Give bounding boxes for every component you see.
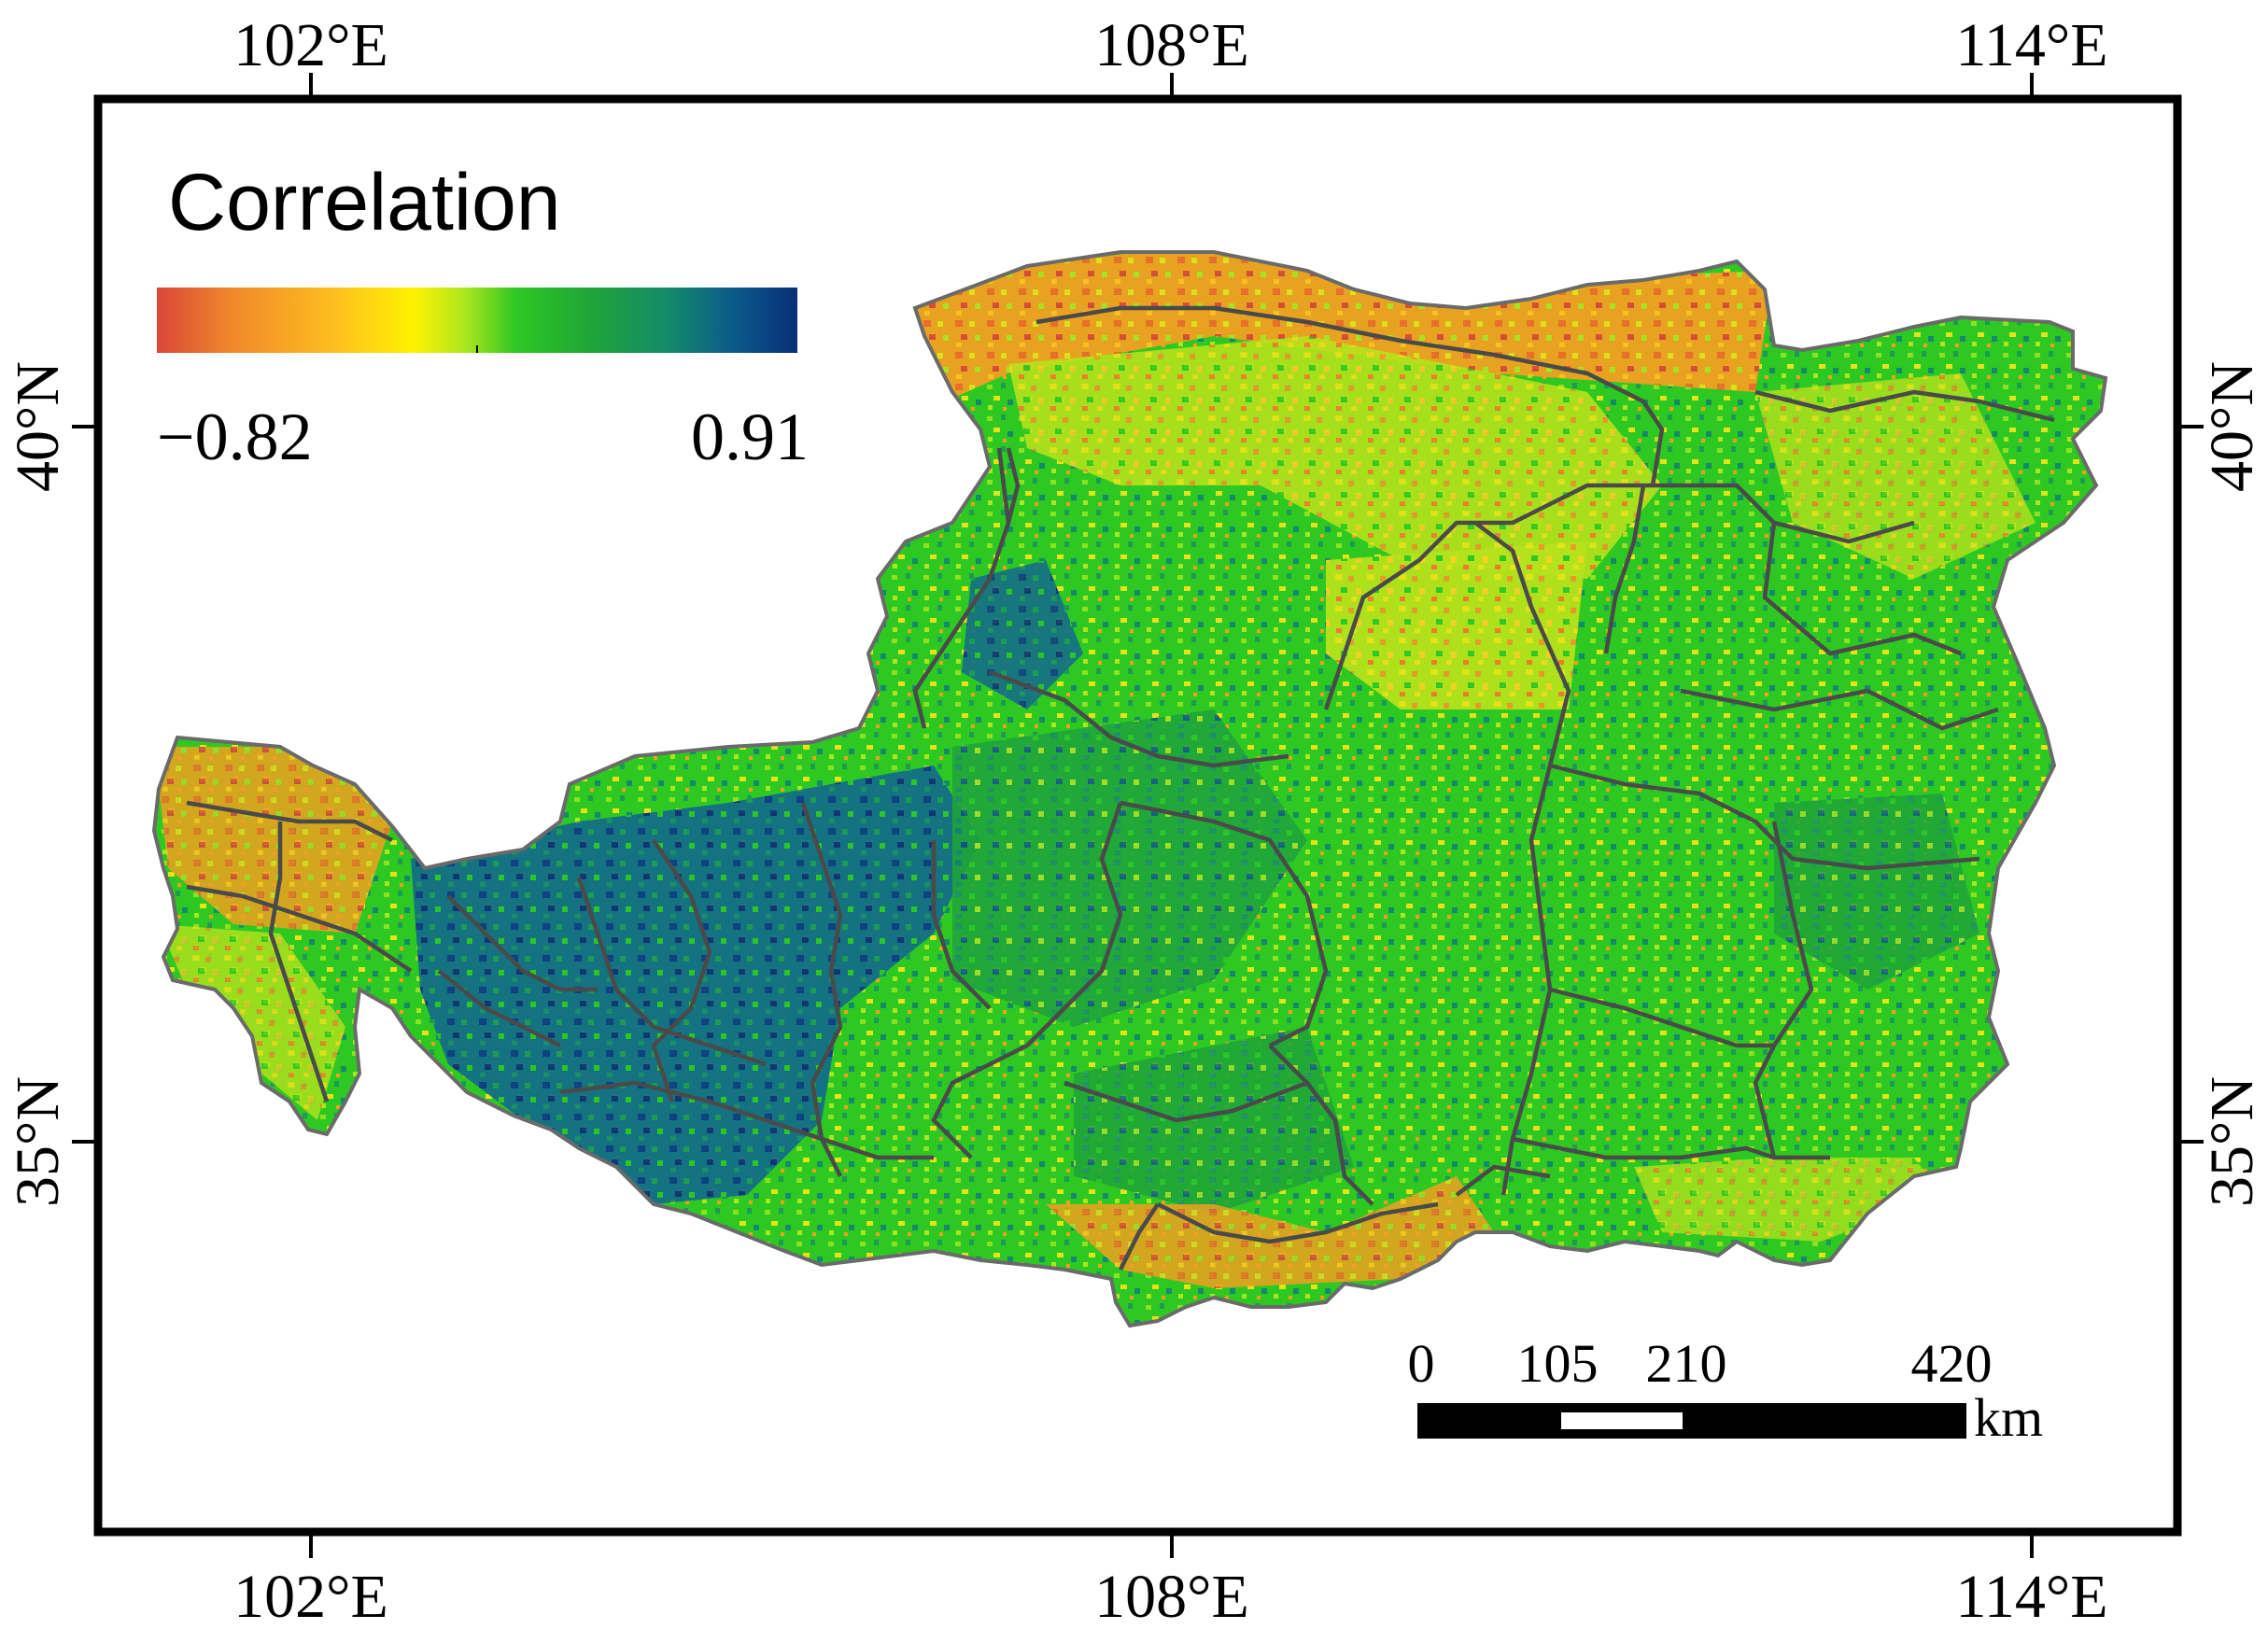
lon-label-bottom-108: 108°E bbox=[1094, 1563, 1249, 1629]
scale-label-210: 210 bbox=[1646, 1333, 1727, 1394]
lon-label-top-114: 114°E bbox=[1955, 11, 2107, 79]
lat-label-left-35: 35°N bbox=[4, 1076, 72, 1207]
scale-segment-3 bbox=[1686, 1403, 1966, 1439]
scale-label-420: 420 bbox=[1911, 1333, 1993, 1394]
legend: Correlation −0.82 0.91 bbox=[157, 158, 809, 474]
graticule-ticks bbox=[72, 73, 2204, 1558]
lon-label-top-102: 102°E bbox=[233, 11, 388, 79]
region-outline bbox=[151, 250, 2108, 1328]
lon-label-bottom-114: 114°E bbox=[1955, 1563, 2107, 1629]
scale-unit: km bbox=[1974, 1387, 2043, 1448]
scale-segment-2-inner bbox=[1561, 1412, 1683, 1429]
lat-label-right-35: 35°N bbox=[2198, 1076, 2266, 1207]
legend-min-label: −0.82 bbox=[157, 400, 313, 474]
legend-title: Correlation bbox=[168, 158, 561, 247]
scale-label-105: 105 bbox=[1517, 1333, 1599, 1394]
scale-label-0: 0 bbox=[1408, 1333, 1435, 1394]
scale-segment-1 bbox=[1417, 1403, 1557, 1439]
lon-label-bottom-102: 102°E bbox=[233, 1563, 388, 1629]
lat-label-right-40: 40°N bbox=[2198, 361, 2266, 492]
admin-boundaries bbox=[186, 305, 2055, 1271]
lat-label-left-40: 40°N bbox=[4, 361, 72, 492]
scale-bar: 0 105 210 420 km bbox=[1408, 1333, 2044, 1448]
lon-label-top-108: 108°E bbox=[1094, 11, 1249, 79]
legend-color-bar bbox=[157, 288, 797, 353]
legend-max-label: 0.91 bbox=[691, 400, 809, 474]
